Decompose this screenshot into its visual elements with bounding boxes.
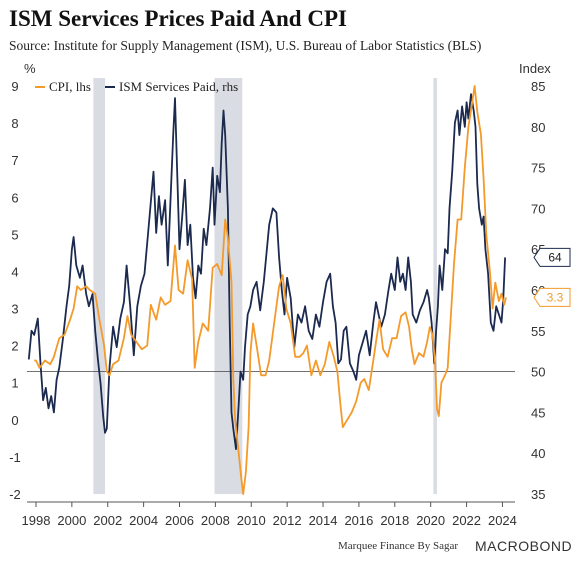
right-tick-label: 85 <box>531 79 545 94</box>
x-tick-label: 2002 <box>93 513 122 528</box>
right-tick-label: 70 <box>531 201 545 216</box>
right-tick-label: 40 <box>531 446 545 461</box>
right-axis-unit: Index <box>519 61 551 76</box>
series-line-ism <box>27 93 506 450</box>
x-tick-label: 2024 <box>488 513 517 528</box>
x-tick-label: 2010 <box>237 513 266 528</box>
macrobond-logo: MACROBOND <box>475 538 573 554</box>
left-tick-label: 3 <box>11 302 18 317</box>
left-tick-label: 9 <box>11 79 18 94</box>
x-tick-label: 2006 <box>165 513 194 528</box>
left-tick-label: -1 <box>9 450 21 465</box>
callout-label-1: 3.3 <box>547 290 564 304</box>
right-tick-label: 75 <box>531 161 545 176</box>
recession-band-0 <box>93 78 106 494</box>
left-tick-label: 6 <box>11 190 18 205</box>
x-tick-label: 2000 <box>57 513 86 528</box>
legend-entry-1: ISM Services Paid, rhs <box>119 79 238 94</box>
x-tick-label: 2018 <box>380 513 409 528</box>
left-tick-label: 2 <box>11 339 18 354</box>
left-tick-label: 5 <box>11 227 18 242</box>
legend-entry-0: CPI, lhs <box>49 79 91 94</box>
recession-bands <box>93 78 437 494</box>
x-tick-label: 2008 <box>201 513 230 528</box>
x-tick-label: 2014 <box>309 513 338 528</box>
axes: -2-1012345678935404550556065707580851998… <box>9 61 551 528</box>
right-tick-label: 35 <box>531 487 545 502</box>
right-tick-label: 50 <box>531 365 545 380</box>
right-tick-label: 55 <box>531 324 545 339</box>
left-axis-unit: % <box>24 61 36 76</box>
x-tick-label: 2012 <box>273 513 302 528</box>
left-tick-label: -2 <box>9 487 21 502</box>
series-line-cpi <box>34 85 507 495</box>
x-tick-label: 2004 <box>129 513 158 528</box>
left-tick-label: 4 <box>11 264 18 279</box>
left-tick-label: 8 <box>11 116 18 131</box>
chart-title: ISM Services Prices Paid And CPI <box>9 6 347 31</box>
footer-credit: Marquee Finance By Sagar <box>338 540 459 552</box>
left-tick-label: 7 <box>11 153 18 168</box>
right-tick-label: 80 <box>531 120 545 135</box>
series-lines <box>27 85 507 495</box>
recession-band-2 <box>433 78 437 494</box>
last-value-callouts: 643.3 <box>533 247 571 307</box>
legend: CPI, lhs ISM Services Paid, rhs <box>35 79 238 94</box>
right-tick-label: 45 <box>531 405 545 420</box>
callout-box-0 <box>533 247 571 267</box>
x-tick-label: 1998 <box>22 513 51 528</box>
callout-label-0: 64 <box>548 250 562 264</box>
left-tick-label: 0 <box>11 413 18 428</box>
chart-subtitle: Source: Institute for Supply Management … <box>9 38 482 53</box>
callout-box-1 <box>533 287 571 307</box>
left-tick-label: 1 <box>11 376 18 391</box>
x-tick-label: 2016 <box>344 513 373 528</box>
x-tick-label: 2022 <box>452 513 481 528</box>
x-tick-label: 2020 <box>416 513 445 528</box>
